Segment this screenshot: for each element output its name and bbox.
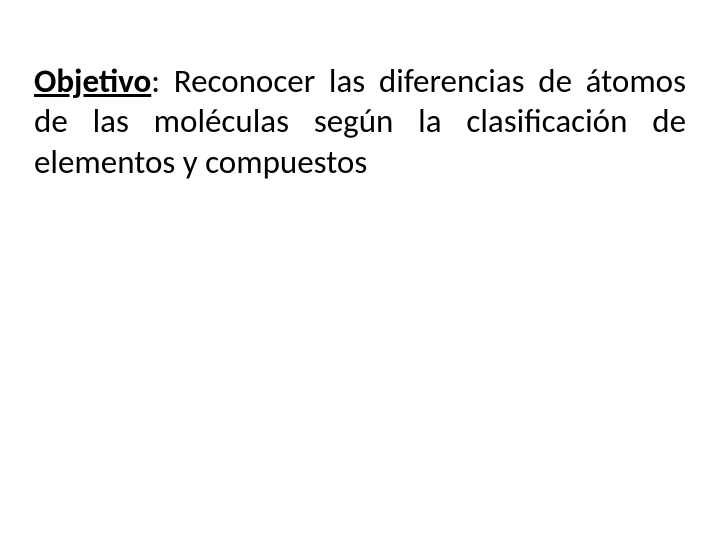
objective-paragraph: Objetivo: Reconocer las diferencias de á… [34,61,686,182]
objective-separator: : [151,61,174,101]
slide: Objetivo: Reconocer las diferencias de á… [0,0,720,540]
objective-label: Objetivo [34,61,151,101]
